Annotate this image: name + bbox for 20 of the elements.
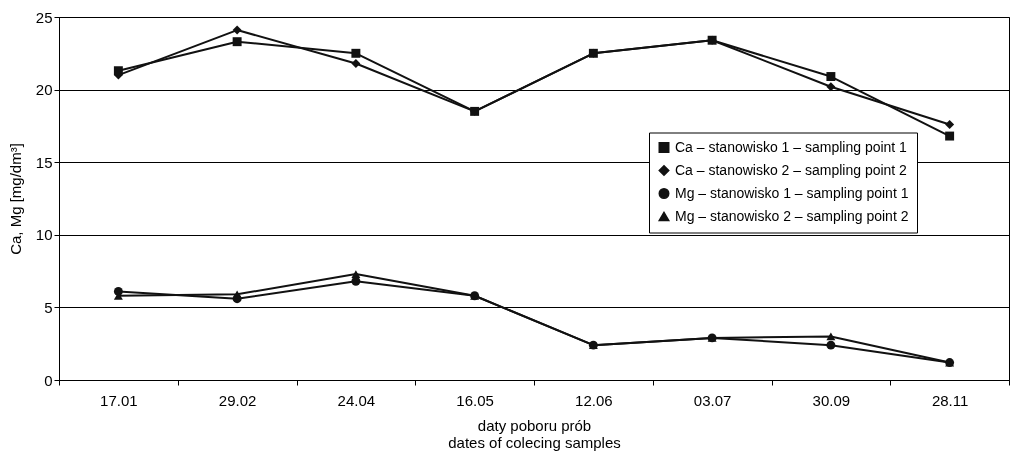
- x-tick-label: 29.02: [218, 391, 257, 409]
- y-tick-label: 25: [35, 8, 53, 26]
- x-tick-label: 16.05: [456, 391, 494, 409]
- x-axis-title: daty poboru prób dates of colecing samples: [448, 416, 621, 451]
- y-tick-label: 10: [35, 226, 53, 244]
- legend-label: Ca – stanowisko 2 – sampling point 2: [675, 161, 908, 178]
- x-tick-label: 17.01: [100, 391, 138, 409]
- x-tick-label: 28.11: [931, 391, 969, 409]
- y-tick-label: 20: [35, 81, 53, 99]
- y-axis-title: Ca, Mg [mg/dm³]: [6, 143, 24, 255]
- x-tick-label: 12.06: [575, 391, 613, 409]
- x-tick-label: 03.07: [693, 391, 732, 409]
- legend-label: Mg – stanowisko 2 – sampling point 2: [675, 207, 909, 224]
- x-tick-label: 24.04: [337, 391, 376, 409]
- legend-label: Ca – stanowisko 1 – sampling point 1: [675, 138, 908, 155]
- y-tick-label: 0: [44, 371, 53, 389]
- x-tick-label: 30.09: [812, 391, 851, 409]
- legend-label: Mg – stanowisko 1 – sampling point 1: [675, 184, 909, 201]
- y-tick-label: 5: [44, 298, 53, 316]
- y-tick-label: 15: [35, 153, 53, 171]
